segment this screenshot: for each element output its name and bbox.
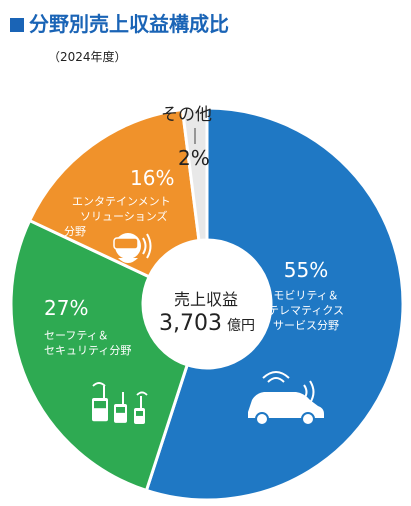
other-label: その他: [161, 105, 212, 125]
mobility-desc-line: テレマティクス: [268, 304, 345, 317]
chart-subtitle: （2024年度）: [48, 50, 127, 64]
entertainment-pct: 16%: [130, 166, 175, 190]
other-pct: 2%: [178, 146, 210, 170]
chart-title-text: 分野別売上収益構成比: [29, 12, 229, 36]
mobility-pct: 55%: [283, 258, 329, 282]
entertainment-desc: エンタテインメント ソリューションズ 分野: [64, 194, 174, 239]
center-unit: 億円: [227, 318, 256, 334]
title-square-marker: [10, 18, 24, 32]
entertainment-desc-line: ソリューションズ: [80, 210, 168, 223]
slice-mobility: [144, 106, 405, 502]
center-value: 3,703: [158, 311, 222, 336]
mobility-desc: モビリティ＆ テレマティクス サービス分野: [268, 288, 344, 333]
center-title: 売上収益: [173, 290, 238, 309]
vr-headset-icon: [113, 233, 152, 263]
radio-icon: [92, 382, 148, 424]
mobility-desc-line: サービス分野: [273, 319, 339, 332]
safety-pct: 27%: [44, 296, 89, 320]
entertainment-desc-line: 分野: [64, 225, 86, 238]
entertainment-desc-line: エンタテインメント: [72, 195, 171, 208]
safety-desc-line: セーフティ＆: [44, 329, 109, 342]
safety-desc: セーフティ＆ セキュリティ分野: [44, 328, 131, 358]
safety-desc-line: セキュリティ分野: [44, 344, 132, 357]
entertainment-label: 16% エンタテインメント ソリューションズ 分野: [64, 166, 174, 239]
mobility-label: 55% モビリティ＆ テレマティクス サービス分野: [268, 258, 344, 333]
slice-entertainment: [27, 107, 201, 279]
slice-other: [180, 106, 209, 243]
center-label: 売上収益: [160, 286, 252, 310]
center-total: 3,703 億円: [148, 311, 266, 336]
chart-title: 分野別売上収益構成比: [10, 8, 229, 37]
safety-label: 27% セーフティ＆ セキュリティ分野: [44, 296, 131, 358]
mobility-desc-line: モビリティ＆: [273, 289, 339, 302]
car-icon: [248, 371, 324, 426]
